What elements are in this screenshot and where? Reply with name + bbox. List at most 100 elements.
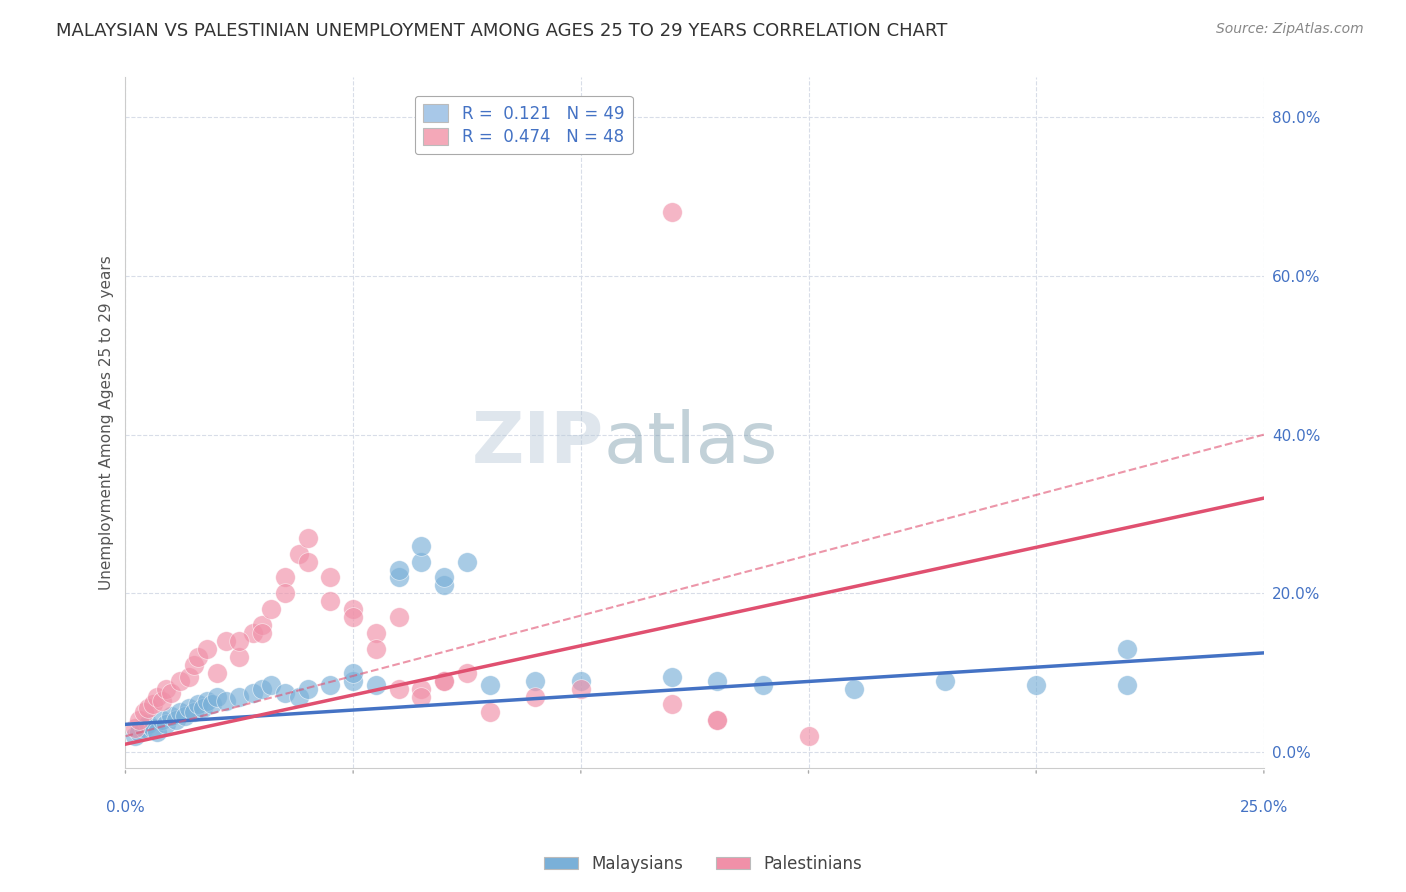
Point: [250, 618, 273, 632]
Point: [155, 681, 177, 696]
Point: [411, 555, 433, 569]
Point: [478, 678, 501, 692]
Point: [260, 602, 283, 616]
Point: [169, 673, 191, 688]
Point: [155, 717, 177, 731]
Point: [478, 706, 501, 720]
Point: [179, 701, 201, 715]
Point: [187, 698, 209, 712]
Point: [150, 714, 173, 728]
Point: [191, 701, 214, 715]
Point: [228, 649, 250, 664]
Point: [183, 706, 205, 720]
Point: [524, 673, 547, 688]
Point: [297, 531, 319, 545]
Point: [388, 570, 411, 584]
Point: [205, 665, 228, 680]
Point: [433, 578, 456, 592]
Point: [342, 665, 364, 680]
Point: [124, 729, 146, 743]
Text: MALAYSIAN VS PALESTINIAN UNEMPLOYMENT AMONG AGES 25 TO 29 YEARS CORRELATION CHAR: MALAYSIAN VS PALESTINIAN UNEMPLOYMENT AM…: [56, 22, 948, 40]
Point: [433, 673, 456, 688]
Point: [411, 539, 433, 553]
Point: [142, 721, 165, 735]
Point: [388, 563, 411, 577]
Point: [364, 641, 387, 656]
Point: [1025, 678, 1047, 692]
Point: [842, 681, 865, 696]
Point: [661, 670, 683, 684]
Point: [165, 714, 187, 728]
Text: 25.0%: 25.0%: [1240, 800, 1288, 814]
Point: [228, 634, 250, 648]
Point: [319, 594, 342, 608]
Point: [160, 709, 183, 723]
Point: [342, 673, 364, 688]
Legend: Malaysians, Palestinians: Malaysians, Palestinians: [537, 848, 869, 880]
Point: [173, 709, 195, 723]
Point: [274, 570, 297, 584]
Point: [342, 602, 364, 616]
Point: [260, 678, 283, 692]
Point: [364, 626, 387, 640]
Point: [433, 570, 456, 584]
Text: ZIP: ZIP: [471, 409, 603, 478]
Point: [1116, 641, 1139, 656]
Point: [364, 678, 387, 692]
Point: [228, 690, 250, 704]
Point: [661, 205, 683, 219]
Point: [132, 706, 155, 720]
Point: [197, 693, 219, 707]
Point: [201, 698, 224, 712]
Point: [124, 721, 146, 735]
Point: [297, 555, 319, 569]
Point: [706, 714, 728, 728]
Point: [274, 586, 297, 600]
Point: [250, 626, 273, 640]
Point: [411, 681, 433, 696]
Point: [319, 570, 342, 584]
Point: [128, 725, 150, 739]
Point: [287, 690, 309, 704]
Point: [1116, 678, 1139, 692]
Point: [146, 725, 169, 739]
Text: 0.0%: 0.0%: [105, 800, 145, 814]
Legend: R =  0.121   N = 49, R =  0.474   N = 48: R = 0.121 N = 49, R = 0.474 N = 48: [415, 96, 633, 154]
Point: [214, 693, 236, 707]
Point: [661, 698, 683, 712]
Point: [433, 673, 456, 688]
Point: [569, 681, 592, 696]
Point: [388, 610, 411, 624]
Point: [183, 657, 205, 672]
Y-axis label: Unemployment Among Ages 25 to 29 years: Unemployment Among Ages 25 to 29 years: [100, 255, 114, 591]
Point: [128, 714, 150, 728]
Point: [169, 706, 191, 720]
Point: [388, 681, 411, 696]
Point: [179, 670, 201, 684]
Point: [706, 714, 728, 728]
Text: Source: ZipAtlas.com: Source: ZipAtlas.com: [1216, 22, 1364, 37]
Point: [197, 641, 219, 656]
Point: [934, 673, 956, 688]
Point: [136, 717, 159, 731]
Point: [214, 634, 236, 648]
Point: [342, 610, 364, 624]
Point: [797, 729, 820, 743]
Point: [146, 690, 169, 704]
Point: [706, 673, 728, 688]
Point: [187, 649, 209, 664]
Point: [250, 681, 273, 696]
Point: [136, 701, 159, 715]
Text: atlas: atlas: [603, 409, 778, 478]
Point: [242, 626, 264, 640]
Point: [205, 690, 228, 704]
Point: [569, 673, 592, 688]
Point: [132, 721, 155, 735]
Point: [456, 555, 478, 569]
Point: [160, 685, 183, 699]
Point: [524, 690, 547, 704]
Point: [142, 698, 165, 712]
Point: [287, 547, 309, 561]
Point: [274, 685, 297, 699]
Point: [319, 678, 342, 692]
